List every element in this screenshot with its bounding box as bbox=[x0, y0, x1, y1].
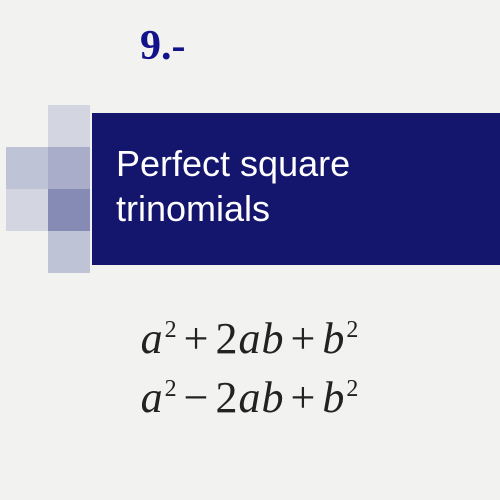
decorative-square bbox=[48, 105, 90, 147]
formula-negative: a2−2ab+b2 bbox=[0, 372, 500, 423]
decorative-square bbox=[6, 147, 48, 189]
title-banner-region: Perfect square trinomials bbox=[0, 105, 500, 275]
decorative-square bbox=[48, 189, 90, 231]
formula-positive: a2+2ab+b2 bbox=[0, 313, 500, 364]
title-line-1: Perfect square bbox=[116, 141, 482, 186]
decorative-squares bbox=[0, 105, 100, 275]
problem-number: 9.- bbox=[140, 22, 186, 70]
decorative-square bbox=[6, 189, 48, 231]
formula-block: a2+2ab+b2 a2−2ab+b2 bbox=[0, 305, 500, 431]
title-banner: Perfect square trinomials bbox=[92, 113, 500, 265]
decorative-square bbox=[48, 231, 90, 273]
title-line-2: trinomials bbox=[116, 186, 482, 231]
decorative-square bbox=[48, 147, 90, 189]
